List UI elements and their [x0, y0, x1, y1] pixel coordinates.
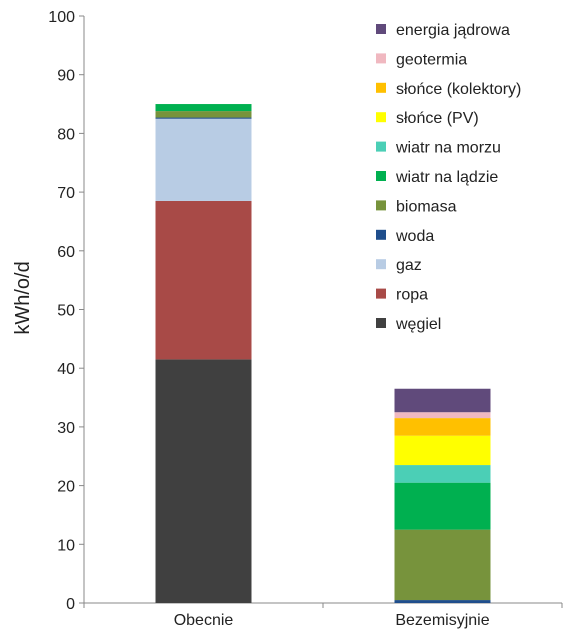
bar-segment: [394, 465, 491, 483]
legend-label: woda: [395, 228, 434, 245]
legend-label: słońce (kolektory): [396, 81, 521, 98]
legend-swatch: [376, 24, 386, 34]
bar-segment: [394, 529, 491, 601]
bar-segment: [394, 412, 491, 419]
legend-swatch: [376, 171, 386, 181]
y-axis: 0 10 20 30 40 50 60 70 80 90 100: [48, 9, 85, 613]
y-tick-label: 30: [57, 420, 75, 437]
y-tick-label: 50: [57, 303, 75, 320]
y-tick-label: 20: [57, 479, 75, 496]
legend-swatch: [376, 112, 386, 123]
bar-segment: [155, 111, 252, 118]
legend-label: słońce (PV): [396, 110, 479, 127]
legend-label: wiatr na lądzie: [395, 169, 498, 186]
legend-swatch: [376, 288, 386, 299]
y-tick-label: 0: [66, 596, 75, 613]
bars: [155, 104, 491, 603]
legend-label: węgiel: [395, 316, 441, 333]
bar-segment: [155, 118, 252, 201]
bar-segment: [155, 200, 252, 360]
bar-segment: [394, 482, 491, 530]
legend-label: geotermia: [396, 51, 467, 68]
bar-segment: [394, 600, 491, 603]
x-tick-label: Obecnie: [174, 612, 234, 629]
y-tick-label: 60: [57, 244, 75, 261]
bar-segment: [394, 435, 491, 466]
legend-label: gaz: [396, 257, 422, 274]
y-tick-label: 100: [48, 9, 75, 26]
legend-swatch: [376, 82, 386, 93]
legend-label: ropa: [396, 287, 428, 304]
y-tick-label: 40: [57, 361, 75, 378]
bar-segment: [155, 359, 252, 603]
y-tick-label: 90: [57, 68, 75, 85]
legend-label: energia jądrowa: [396, 22, 510, 39]
y-tick-label: 80: [57, 126, 75, 143]
legend-label: biomasa: [396, 198, 457, 215]
legend-label: wiatr na morzu: [395, 140, 501, 157]
bar-segment: [394, 418, 491, 436]
legend-swatch: [376, 141, 386, 152]
legend-swatch: [376, 318, 386, 328]
y-axis-label: kWh/o/d: [12, 261, 34, 334]
bar-segment: [155, 104, 252, 112]
legend-swatch: [376, 229, 386, 240]
legend-swatch: [376, 200, 386, 211]
legend: energia jądrowa geotermia słońce (kolektor…: [376, 22, 521, 333]
legend-swatch: [376, 53, 386, 64]
x-axis: Obecnie Bezemisyjnie: [83, 602, 563, 629]
legend-swatch: [376, 259, 386, 270]
bar-segment: [155, 117, 252, 119]
bar-segment: [394, 388, 491, 413]
x-tick-label: Bezemisyjnie: [395, 612, 489, 629]
y-tick-label: 70: [57, 185, 75, 202]
y-tick-label: 10: [57, 537, 75, 554]
